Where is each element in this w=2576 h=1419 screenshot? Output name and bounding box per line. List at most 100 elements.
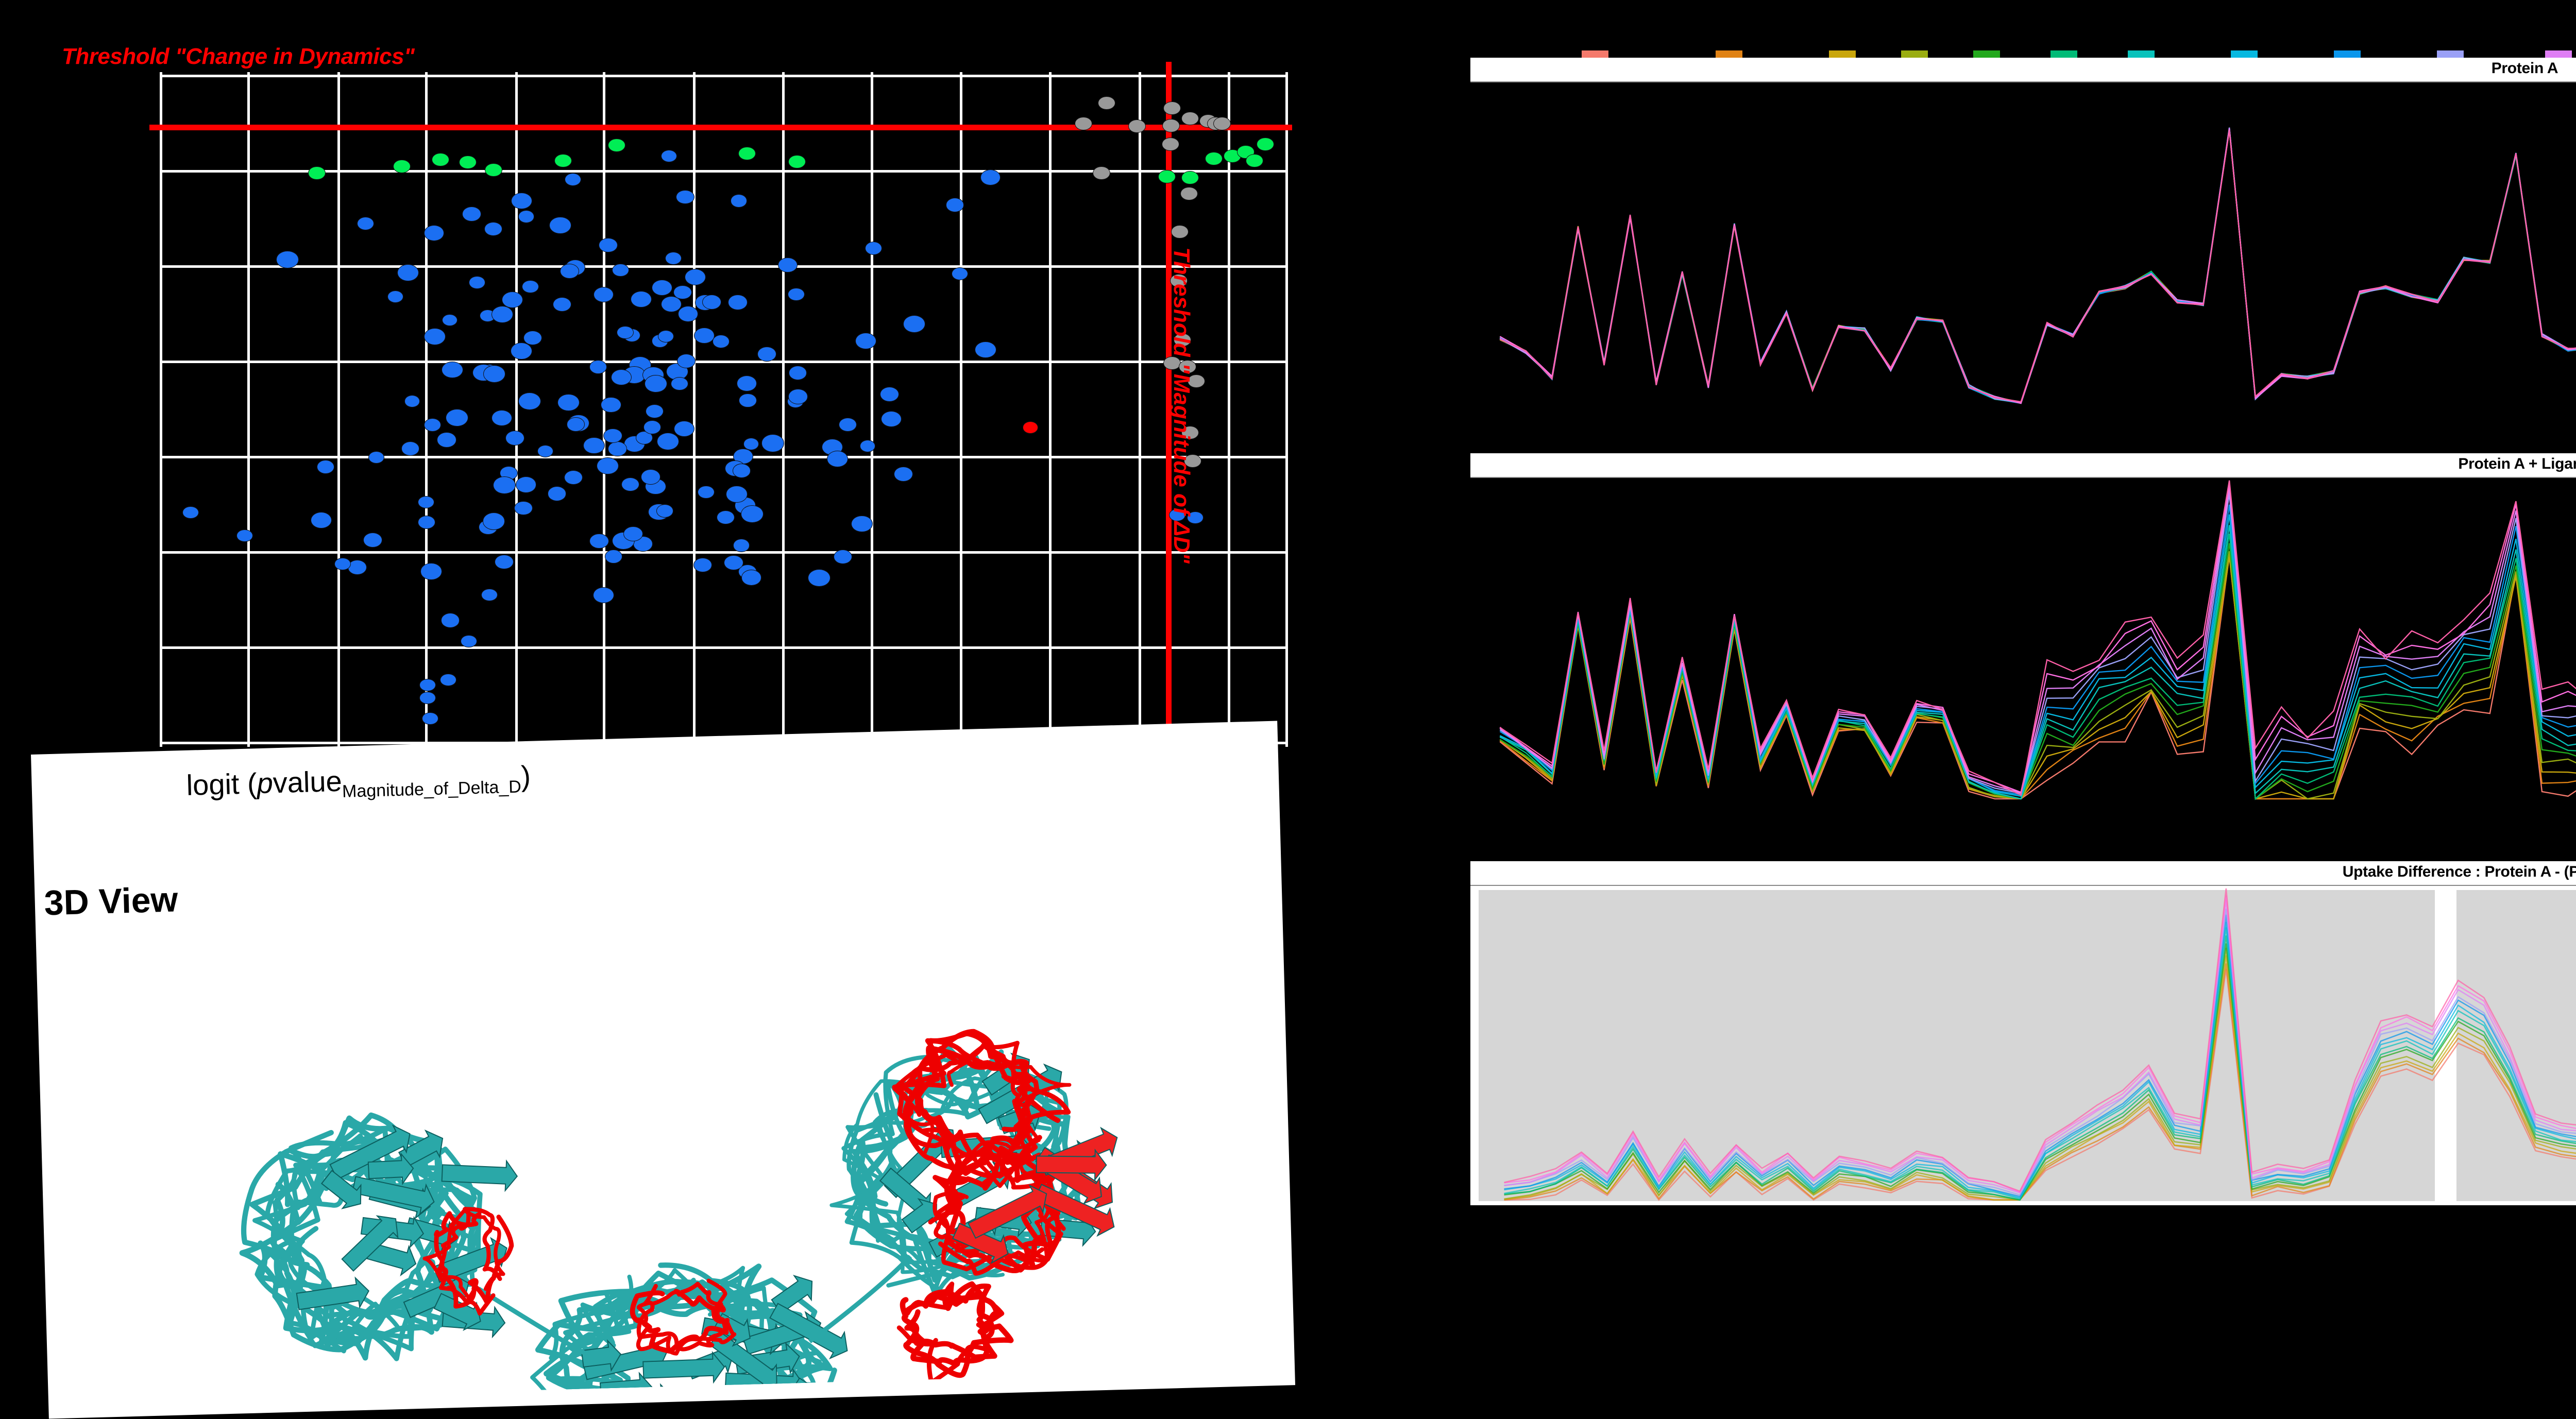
uptake-trace[interactable]	[1500, 556, 2576, 799]
volcano-point[interactable]	[788, 155, 806, 169]
volcano-point[interactable]	[741, 570, 762, 586]
volcano-point[interactable]	[432, 152, 449, 167]
volcano-point[interactable]	[726, 486, 748, 503]
volcano-point[interactable]	[418, 515, 435, 529]
volcano-point[interactable]	[357, 216, 374, 230]
volcano-point[interactable]	[515, 476, 537, 493]
volcano-point[interactable]	[838, 417, 857, 432]
uptake-trace[interactable]	[1500, 505, 2576, 795]
volcano-point[interactable]	[788, 366, 807, 381]
volcano-point[interactable]	[583, 437, 605, 454]
volcano-point[interactable]	[419, 691, 436, 705]
legend-swatch[interactable]	[2128, 50, 2155, 59]
volcano-point[interactable]	[712, 335, 730, 348]
uptake-trace[interactable]	[1504, 955, 2576, 1200]
volcano-point[interactable]	[643, 420, 662, 434]
volcano-point[interactable]	[741, 505, 764, 523]
volcano-point[interactable]	[865, 242, 883, 255]
volcano-point[interactable]	[739, 394, 757, 407]
volcano-point[interactable]	[676, 353, 696, 368]
volcano-point[interactable]	[732, 464, 751, 478]
volcano-point[interactable]	[855, 332, 877, 349]
chart-protein-a-ligand-canvas[interactable]	[1470, 478, 2576, 808]
volcano-point[interactable]	[368, 451, 384, 464]
volcano-point[interactable]	[310, 512, 332, 529]
uptake-trace[interactable]	[1504, 900, 2576, 1193]
volcano-point[interactable]	[436, 432, 456, 448]
volcano-point[interactable]	[493, 476, 516, 494]
volcano-point[interactable]	[334, 557, 351, 571]
volcano-point[interactable]	[630, 290, 652, 308]
protein-ribbon-svg[interactable]	[66, 876, 1264, 1419]
volcano-point[interactable]	[440, 673, 456, 687]
volcano-point[interactable]	[1163, 101, 1181, 115]
volcano-point[interactable]	[646, 404, 664, 419]
legend-swatch[interactable]	[1901, 50, 1928, 59]
volcano-point[interactable]	[442, 361, 464, 379]
volcano-point[interactable]	[484, 222, 502, 236]
legend-swatch[interactable]	[1973, 50, 2000, 59]
volcano-point[interactable]	[236, 529, 253, 542]
volcano-point[interactable]	[552, 297, 572, 312]
volcano-point[interactable]	[612, 263, 630, 277]
protein-ribbon-structure[interactable]	[66, 876, 1264, 1419]
volcano-point[interactable]	[182, 506, 199, 519]
volcano-point[interactable]	[419, 678, 436, 692]
legend-swatch[interactable]	[2334, 50, 2361, 59]
uptake-plots-panel[interactable]: Protein A Protein A + Ligand Uptake Diff…	[1458, 0, 2576, 1399]
volcano-point[interactable]	[807, 569, 831, 587]
uptake-trace[interactable]	[1500, 481, 2576, 795]
volcano-point[interactable]	[1163, 356, 1181, 370]
volcano-point[interactable]	[308, 166, 326, 180]
volcano-point[interactable]	[469, 276, 485, 289]
volcano-point[interactable]	[404, 395, 420, 408]
volcano-point[interactable]	[537, 444, 553, 457]
volcano-point[interactable]	[492, 306, 514, 323]
volcano-point[interactable]	[616, 326, 634, 339]
volcano-point[interactable]	[397, 264, 419, 281]
volcano-point[interactable]	[702, 294, 722, 310]
volcano-point[interactable]	[589, 533, 609, 549]
volcano-point[interactable]	[881, 411, 902, 428]
uptake-trace[interactable]	[1504, 896, 2576, 1192]
volcano-point[interactable]	[1023, 421, 1038, 434]
uptake-trace[interactable]	[1500, 484, 2576, 793]
volcano-point[interactable]	[564, 173, 581, 186]
volcano-point[interactable]	[723, 555, 743, 571]
volcano-point[interactable]	[621, 477, 639, 492]
volcano-point[interactable]	[495, 554, 514, 570]
volcano-point[interactable]	[461, 635, 477, 648]
volcano-point[interactable]	[1162, 137, 1179, 151]
volcano-point[interactable]	[671, 377, 689, 391]
volcano-point[interactable]	[1181, 170, 1199, 185]
legend-swatch[interactable]	[2545, 50, 2572, 59]
volcano-point[interactable]	[951, 267, 968, 280]
volcano-point[interactable]	[446, 409, 468, 427]
volcano-point[interactable]	[1174, 333, 1191, 347]
chart-uptake-difference-canvas[interactable]	[1470, 886, 2576, 1205]
volcano-point[interactable]	[1181, 111, 1199, 126]
volcano-point[interactable]	[485, 163, 502, 177]
volcano-point[interactable]	[363, 533, 382, 548]
volcano-point[interactable]	[656, 504, 674, 518]
volcano-point[interactable]	[1171, 225, 1189, 239]
volcano-point[interactable]	[483, 512, 505, 530]
volcano-point[interactable]	[462, 207, 482, 221]
volcano-point[interactable]	[604, 550, 623, 563]
volcano-point[interactable]	[859, 439, 876, 452]
volcano-point[interactable]	[401, 441, 420, 456]
threshold-magnitude-line[interactable]	[1166, 62, 1172, 752]
volcano-point[interactable]	[945, 198, 964, 212]
uptake-trace[interactable]	[1500, 556, 2576, 799]
volcano-point[interactable]	[737, 375, 757, 391]
legend-swatch[interactable]	[1716, 50, 1742, 59]
volcano-point[interactable]	[518, 210, 535, 223]
volcano-point[interactable]	[1246, 153, 1263, 168]
volcano-point[interactable]	[510, 343, 532, 360]
volcano-point[interactable]	[518, 392, 541, 410]
volcano-point[interactable]	[593, 587, 614, 604]
volcano-point[interactable]	[549, 217, 571, 234]
chart-uptake-difference[interactable]: Uptake Difference : Protein A - (Protein…	[1470, 861, 2576, 1376]
volcano-point[interactable]	[761, 434, 784, 452]
canvas-3-svg[interactable]	[1470, 886, 2576, 1205]
